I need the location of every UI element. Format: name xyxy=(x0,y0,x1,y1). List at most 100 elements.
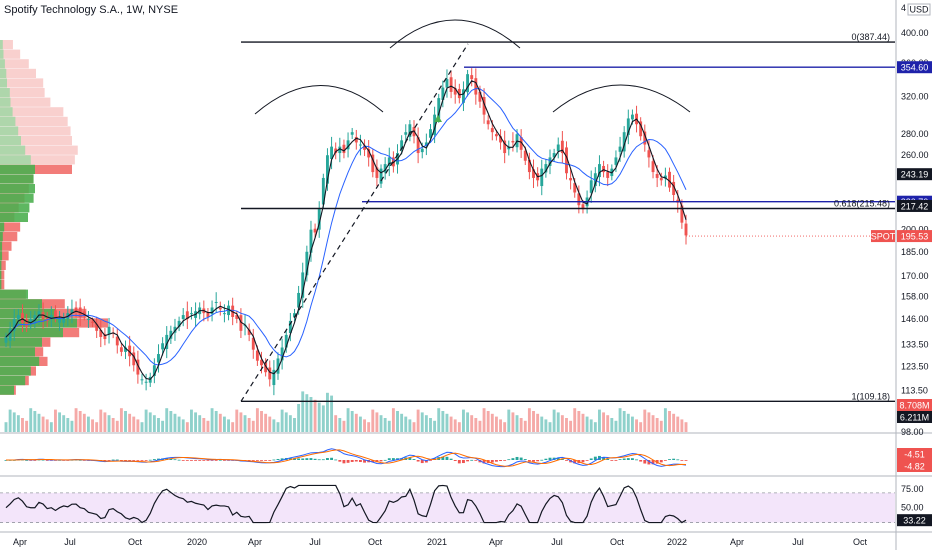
volume-bar xyxy=(577,411,581,432)
rsi-tick-label: 50.00 xyxy=(901,503,924,513)
volume-bar xyxy=(560,415,564,432)
volume-bar xyxy=(598,409,601,432)
candle-body xyxy=(264,362,268,373)
volume-profile-buy xyxy=(0,145,26,155)
macd-hist-bar xyxy=(148,459,152,461)
candle-body xyxy=(424,142,428,146)
volume-bar xyxy=(626,413,630,432)
candle-body xyxy=(486,120,490,125)
volume-profile-buy xyxy=(0,97,11,107)
volume-profile-buy xyxy=(0,347,35,357)
macd-hist-bar xyxy=(684,460,688,461)
candle-body xyxy=(62,316,66,323)
macd-hist-bar xyxy=(293,458,296,460)
macd-hist-bar xyxy=(466,460,470,462)
candle-body xyxy=(119,347,123,352)
candle-body xyxy=(12,318,16,331)
fib-label-0618: 0.618(215.48) xyxy=(834,199,890,209)
macd-hist-bar xyxy=(202,460,206,461)
candle-body xyxy=(99,329,103,337)
macd-hist-bar xyxy=(408,457,412,460)
volume-profile-sell xyxy=(0,270,5,280)
candle-body xyxy=(429,129,432,138)
volume-bar xyxy=(305,394,309,432)
volume-bar xyxy=(437,408,441,432)
candle-body xyxy=(379,168,383,184)
volume-profile-buy xyxy=(0,251,3,261)
macd-hist-bar xyxy=(548,457,552,460)
macd-hist-bar xyxy=(326,458,329,460)
macd-hist-bar xyxy=(647,460,651,465)
volume-bar xyxy=(445,413,449,432)
time-tick-label: Oct xyxy=(610,537,625,547)
volume-profile-sell xyxy=(0,59,29,69)
volume-bar xyxy=(21,418,24,432)
candle-body xyxy=(338,146,342,154)
macd-hist-bar xyxy=(606,458,610,460)
macd-hist-bar xyxy=(280,458,284,460)
volume-bar xyxy=(470,415,474,432)
currency-label: USD xyxy=(909,5,929,15)
macd-hist-bar xyxy=(532,460,535,462)
volume-bar xyxy=(198,415,202,432)
volume-bar xyxy=(247,418,251,432)
macd-hist-bar xyxy=(152,459,156,460)
candle-body xyxy=(371,154,375,173)
candle-body xyxy=(630,114,634,120)
volume-bar xyxy=(334,415,338,432)
volume-bar xyxy=(573,408,577,432)
volume-bar xyxy=(132,416,136,432)
time-tick-label: Jul xyxy=(792,537,804,547)
volume-bar xyxy=(243,415,247,432)
macd-hist-bar xyxy=(305,458,309,460)
volume-ma-tag-bg xyxy=(897,411,932,423)
macd-hist-bar xyxy=(618,459,622,460)
price-tag-bg xyxy=(897,230,932,243)
macd-hist-bar xyxy=(334,459,338,461)
volume-profile-sell xyxy=(0,280,5,290)
candle-body xyxy=(132,352,136,366)
volume-bar xyxy=(486,411,490,432)
macd-hist-bar xyxy=(651,460,655,465)
candle-body xyxy=(124,347,127,352)
macd-hist-bar xyxy=(507,459,511,461)
volume-bar xyxy=(367,422,371,432)
candle-body xyxy=(560,140,564,154)
price-tick-label: 400.00 xyxy=(901,28,929,38)
candle-body xyxy=(626,118,630,136)
volume-profile-sell xyxy=(0,97,51,107)
volume-bar xyxy=(511,412,515,432)
price-tag-bg xyxy=(897,168,932,181)
volume-bar xyxy=(668,411,671,432)
candle-body xyxy=(288,320,292,334)
candle-body xyxy=(420,148,424,153)
volume-bar xyxy=(293,418,296,432)
macd-hist-bar xyxy=(420,460,424,464)
candle-body xyxy=(169,330,173,339)
volume-profile-sell xyxy=(0,136,72,146)
candle-body xyxy=(305,251,309,276)
candle-body xyxy=(474,78,478,95)
volume-bar xyxy=(614,420,618,432)
rsi-tag-label: 33.22 xyxy=(903,516,926,526)
macd-hist-bar xyxy=(462,460,465,464)
macd-hist-bar xyxy=(82,460,86,461)
volume-profile-buy xyxy=(0,126,19,136)
price-tick-label: 170.00 xyxy=(901,271,929,281)
candle-body xyxy=(260,359,263,366)
macd-hist-bar xyxy=(218,459,222,461)
volume-bar xyxy=(548,422,552,432)
volume-bar xyxy=(618,408,622,432)
time-tick-label: Oct xyxy=(853,537,868,547)
macd-hist-bar xyxy=(581,460,585,463)
volume-bar xyxy=(462,409,465,432)
candle-body xyxy=(293,313,296,318)
volume-bar xyxy=(379,415,383,432)
volume-profile-buy xyxy=(0,232,3,242)
candle-body xyxy=(326,155,329,184)
candle-body xyxy=(346,140,350,150)
candle-body xyxy=(598,164,601,178)
candle-body xyxy=(453,88,457,95)
macd-hist-bar xyxy=(342,460,346,464)
volume-bar xyxy=(268,416,272,432)
